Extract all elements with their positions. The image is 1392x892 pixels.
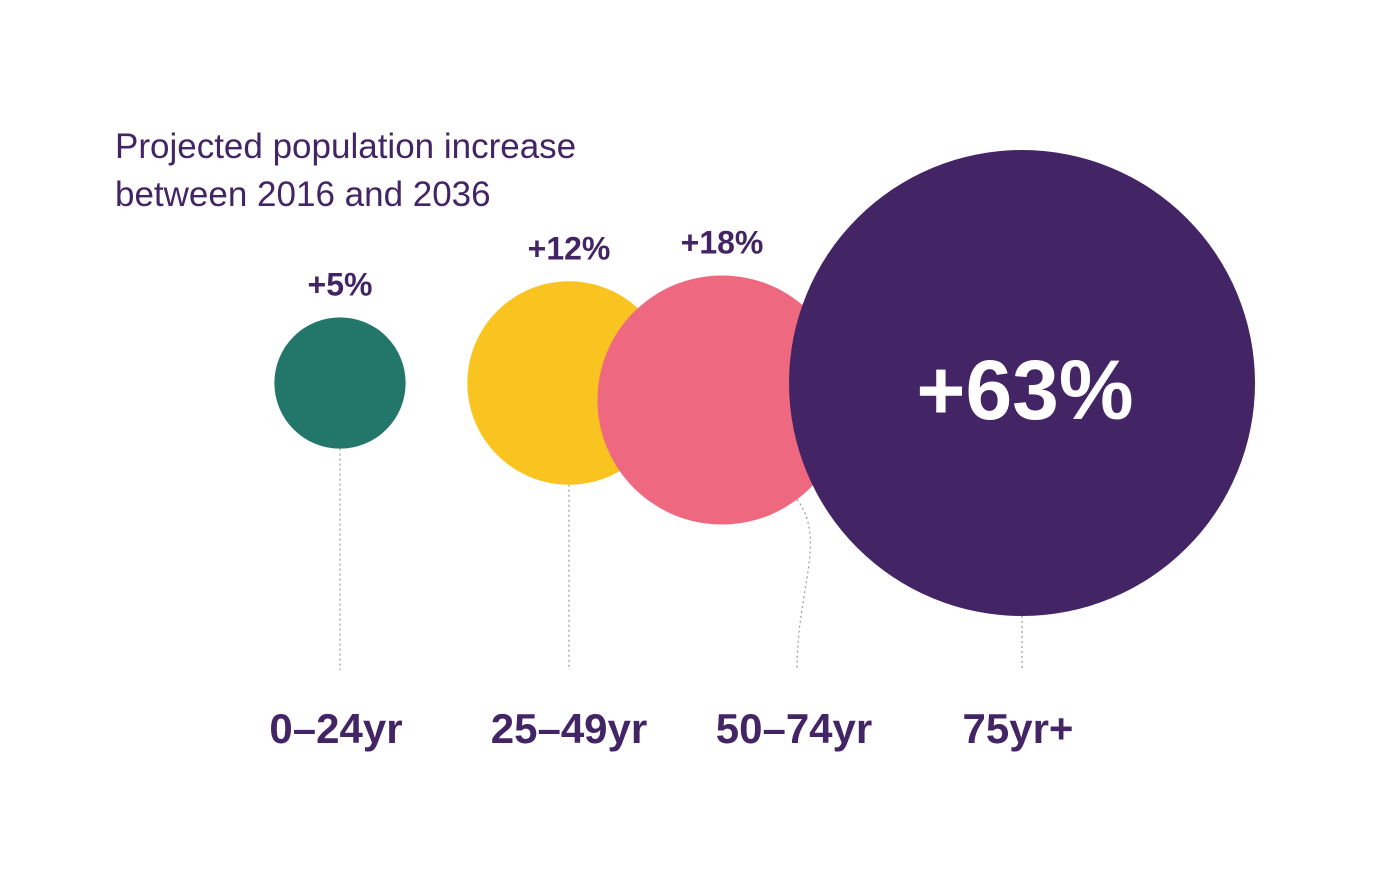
chart-title: Projected population increase between 20… [115, 127, 576, 214]
category-label-75yrplus: 75yr+ [963, 705, 1074, 752]
value-label-0-24yr: +5% [308, 266, 373, 302]
category-label-0-24yr: 0–24yr [269, 705, 402, 752]
category-label-50-74yr: 50–74yr [716, 705, 873, 752]
bubble-0-24yr [274, 317, 406, 449]
bubble-50-74yr [597, 275, 847, 525]
leader-line-50-74yr [796, 499, 811, 670]
value-label-75yrplus: +63% [916, 343, 1133, 437]
chart-title-line-1: Projected population increase [115, 127, 576, 166]
chart-title-line-2: between 2016 and 2036 [115, 175, 491, 214]
chart-marks: +5% 0–24yr +12% 25–49yr +18% 50–74yr +63% 75yr+ [269, 150, 1255, 752]
category-label-25-49yr: 25–49yr [491, 705, 648, 752]
value-label-25-49yr: +12% [528, 230, 611, 266]
bubble-75yrplus [789, 150, 1255, 616]
value-label-50-74yr: +18% [681, 224, 764, 260]
